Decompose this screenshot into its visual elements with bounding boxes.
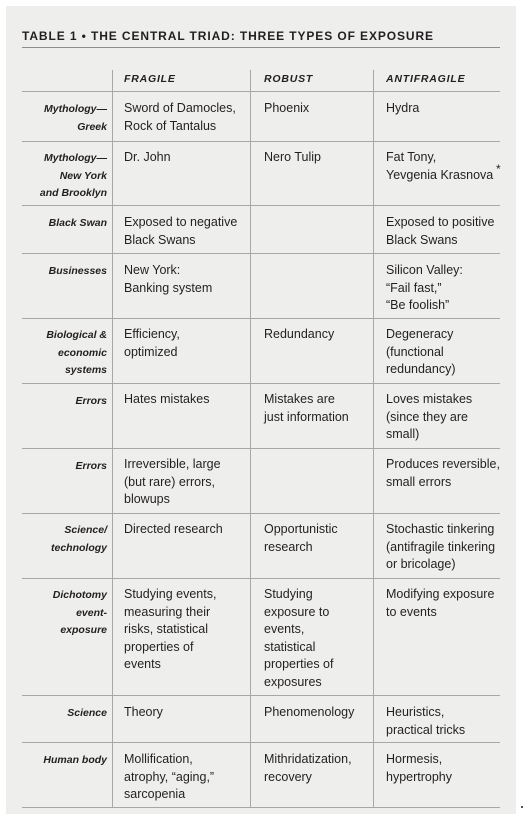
- column-header-robust: ROBUST: [264, 73, 314, 85]
- row-label: Mythology— New York and Brooklyn: [39, 152, 107, 199]
- row-divider: [22, 448, 500, 449]
- row-label: Science: [67, 707, 107, 719]
- row-label: Errors: [75, 460, 107, 472]
- cell-fragile: Hates mistakes: [124, 392, 210, 406]
- row-divider: [22, 513, 500, 514]
- cell-robust: Phenomenology: [264, 705, 355, 719]
- row-label: Human body: [43, 754, 107, 766]
- scan-mark: [521, 806, 523, 808]
- cell-antifragile: Modifying exposure to events: [386, 587, 495, 619]
- row-divider: [22, 383, 500, 384]
- cell-antifragile: Loves mistakes (since they are small): [386, 392, 473, 441]
- cell-antifragile: Hydra: [386, 101, 420, 115]
- row-divider: [22, 318, 500, 319]
- cell-antifragile: Produces reversible, small errors: [386, 457, 500, 489]
- row-label: Black Swan: [48, 217, 107, 229]
- cell-fragile: Mollification, atrophy, “aging,” sarcope…: [124, 752, 215, 801]
- cell-fragile: Sword of Damocles, Rock of Tantalus: [124, 101, 236, 133]
- row-label: Mythology— Greek: [44, 103, 107, 133]
- title-rule: [22, 47, 500, 48]
- cell-fragile: Exposed to negative Black Swans: [124, 215, 238, 247]
- cell-fragile: Irreversible, large (but rare) errors, b…: [124, 457, 221, 506]
- row-divider: [22, 205, 500, 206]
- cell-robust: Mistakes are just information: [264, 392, 349, 424]
- cell-robust: Redundancy: [264, 327, 335, 341]
- column-divider: [373, 70, 374, 808]
- cell-antifragile: Exposed to positive Black Swans: [386, 215, 495, 247]
- cell-fragile: Directed research: [124, 522, 223, 536]
- cell-robust: Opportunistic research: [264, 522, 338, 554]
- cell-fragile: Dr. John: [124, 150, 171, 164]
- column-divider: [250, 70, 251, 808]
- row-label: Businesses: [48, 265, 107, 277]
- column-divider: [112, 70, 113, 808]
- cell-fragile: Studying events, measuring their risks, …: [124, 587, 217, 671]
- cell-antifragile: Fat Tony, Yevgenia Krasnova: [386, 150, 494, 182]
- row-divider: [22, 578, 500, 579]
- table-panel: [6, 6, 516, 814]
- row-label: Science/ technology: [50, 524, 107, 554]
- cell-antifragile: Stochastic tinkering (antifragile tinker…: [386, 522, 496, 571]
- cell-fragile: New York: Banking system: [124, 263, 213, 295]
- row-label: Biological & economic systems: [46, 329, 107, 376]
- row-divider: [22, 807, 500, 808]
- table-title: TABLE 1 • THE CENTRAL TRIAD: THREE TYPES…: [22, 29, 434, 43]
- cell-fragile: Efficiency, optimized: [124, 327, 180, 359]
- row-divider: [22, 91, 500, 92]
- row-divider: [22, 742, 500, 743]
- cell-antifragile: Degeneracy (functional redundancy): [386, 327, 456, 376]
- column-header-fragile: FRAGILE: [124, 73, 176, 85]
- row-divider: [22, 141, 500, 142]
- cell-robust: Mithridatization, recovery: [264, 752, 352, 784]
- row-label: Dichotomy event- exposure: [52, 589, 107, 636]
- cell-antifragile: Heuristics, practical tricks: [386, 705, 466, 737]
- cell-fragile: Theory: [124, 705, 163, 719]
- cell-robust: Nero Tulip: [264, 150, 321, 164]
- column-header-antifragile: ANTIFRAGILE: [386, 73, 466, 85]
- cell-antifragile: Silicon Valley: “Fail fast,” “Be foolish…: [386, 263, 463, 312]
- footnote-mark: *: [496, 162, 501, 176]
- row-label: Errors: [75, 395, 107, 407]
- cell-robust: Phoenix: [264, 101, 310, 115]
- cell-antifragile: Hormesis, hypertrophy: [386, 752, 453, 784]
- cell-robust: Studying exposure to events, statistical…: [264, 587, 334, 689]
- row-divider: [22, 695, 500, 696]
- row-divider: [22, 253, 500, 254]
